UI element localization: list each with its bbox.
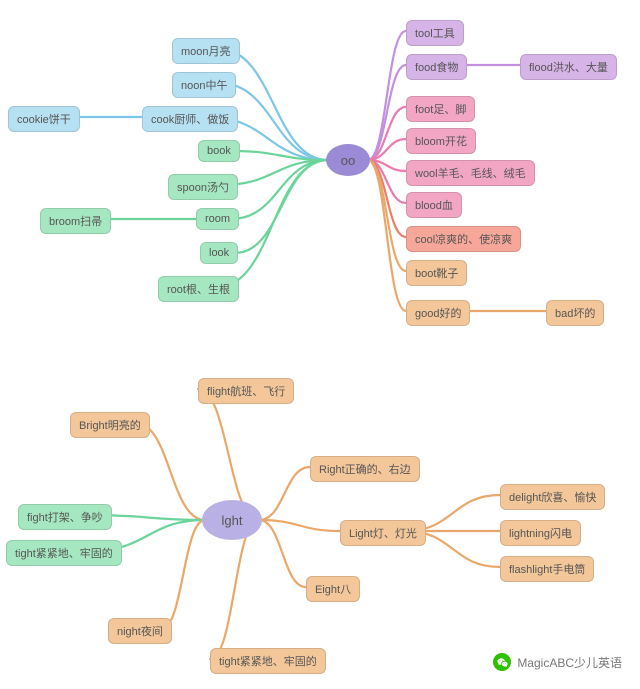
mm2-node: fight打架、争吵 (18, 504, 112, 530)
mm1-right-node: boot靴子 (406, 260, 467, 286)
mm1-left-node: noon中午 (172, 72, 236, 98)
mm1-left-node: room (196, 208, 239, 230)
mm1-left-child: broom扫帚 (40, 208, 111, 234)
mm1-left-node: moon月亮 (172, 38, 240, 64)
mm2-node: tight紧紧地、牢固的 (6, 540, 122, 566)
mm1-left-node: cook厨师、做饭 (142, 106, 238, 132)
mm2-node: Right正确的、右边 (310, 456, 420, 482)
mm1-right-node: good好的 (406, 300, 470, 326)
wechat-icon (493, 653, 511, 671)
mm2-node: Bright明亮的 (70, 412, 150, 438)
mm2-light-child: delight欣喜、愉快 (500, 484, 605, 510)
mm1-left-child: cookie饼干 (8, 106, 80, 132)
mm1-right-child: flood洪水、大量 (520, 54, 617, 80)
mm1-right-node: food食物 (406, 54, 467, 80)
mm2-node: tight紧紧地、牢固的 (210, 648, 326, 674)
mm1-right-child: bad坏的 (546, 300, 604, 326)
mm2-node: night夜间 (108, 618, 172, 644)
mm1-left-node: spoon汤勺 (168, 174, 238, 200)
mm1-right-node: foot足、脚 (406, 96, 475, 122)
mm1-right-node: cool凉爽的、使凉爽 (406, 226, 521, 252)
mm1-left-node: book (198, 140, 240, 162)
watermark-text: MagicABC少儿英语 (517, 654, 622, 671)
mm1-left-node: root根、生根 (158, 276, 239, 302)
mm2-light-child: flashlight手电筒 (500, 556, 594, 582)
mm1-right-node: wool羊毛、毛线、绒毛 (406, 160, 535, 186)
mm2-node: Eight八 (306, 576, 360, 602)
mm1-left-node: look (200, 242, 238, 264)
mm1-center: oo (326, 144, 370, 176)
mm2-center: lght (202, 500, 262, 540)
mm2-light-child: lightning闪电 (500, 520, 581, 546)
mm1-right-node: tool工具 (406, 20, 464, 46)
mm1-right-node: bloom开花 (406, 128, 476, 154)
mm2-node: flight航班、飞行 (198, 378, 294, 404)
watermark: MagicABC少儿英语 (493, 653, 622, 671)
mm2-node: Light灯、灯光 (340, 520, 426, 546)
mm1-right-node: blood血 (406, 192, 462, 218)
